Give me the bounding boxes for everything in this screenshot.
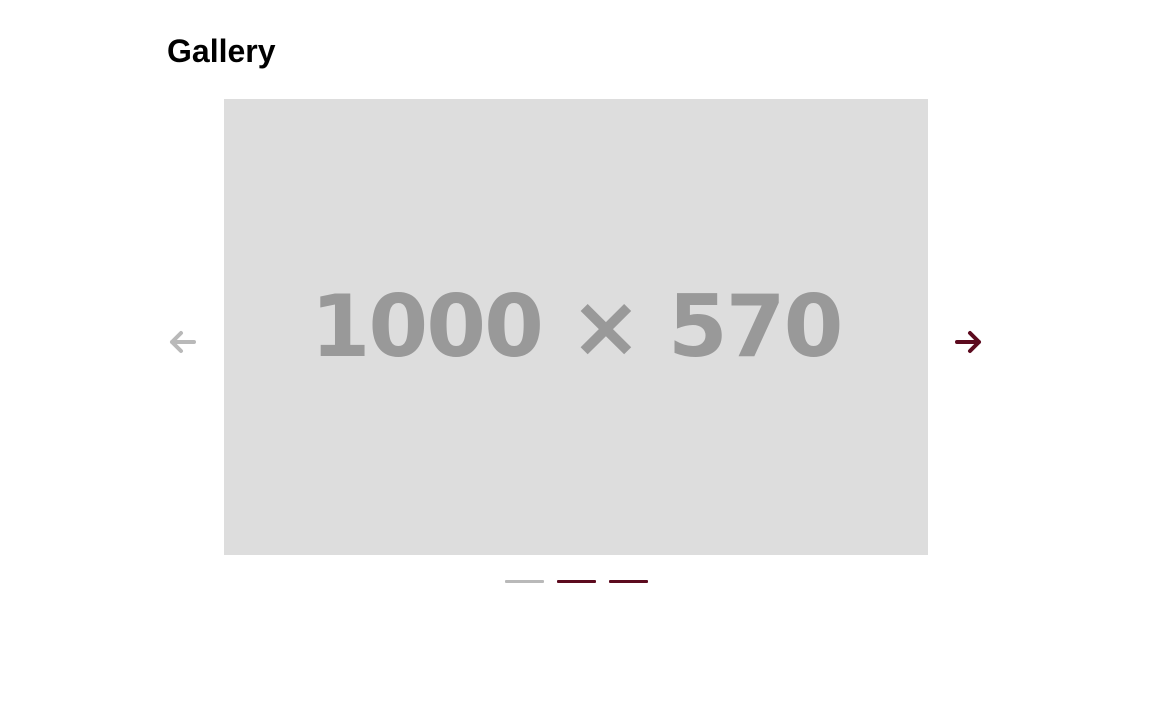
page-title: Gallery (167, 33, 276, 69)
carousel-indicator-1[interactable] (505, 580, 544, 583)
carousel-prev-button[interactable] (165, 324, 199, 360)
carousel-next-button[interactable] (952, 324, 986, 360)
carousel-slide-image: 1000 × 570 (224, 99, 928, 555)
carousel-indicator-2[interactable] (557, 580, 596, 583)
carousel-indicator-3[interactable] (609, 580, 648, 583)
slide-placeholder-text: 1000 × 570 (310, 277, 844, 377)
carousel-pagination (505, 580, 648, 583)
arrow-left-icon (170, 331, 196, 353)
arrow-right-icon (955, 331, 981, 353)
